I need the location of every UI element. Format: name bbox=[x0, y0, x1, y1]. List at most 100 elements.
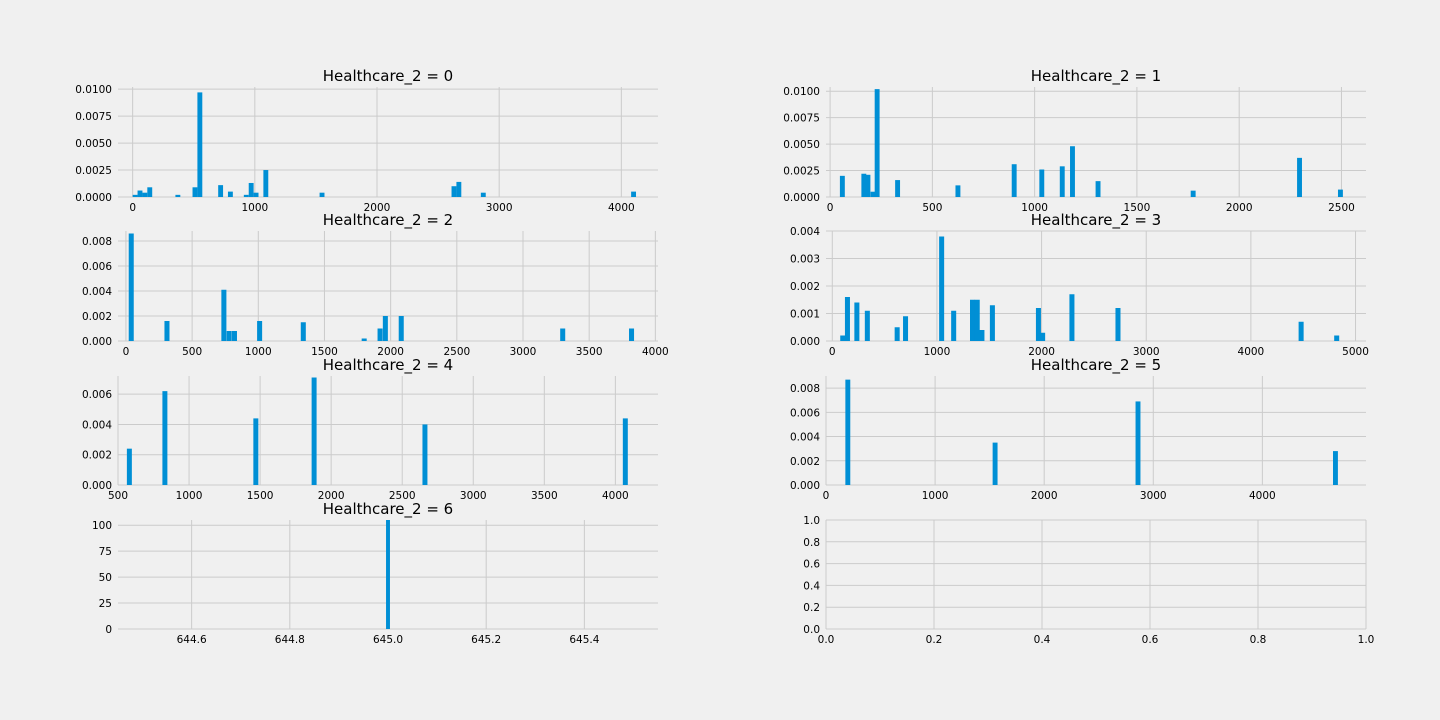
x-tick-label: 0.4 bbox=[1034, 634, 1051, 646]
histogram-bar bbox=[422, 424, 428, 485]
histogram-bar bbox=[243, 194, 249, 197]
x-tick-label: 0 bbox=[129, 202, 136, 214]
histogram-bar bbox=[227, 191, 233, 197]
x-tick-label: 2500 bbox=[389, 490, 416, 502]
y-tick-label: 0.0 bbox=[803, 624, 820, 636]
histogram-bar bbox=[221, 289, 227, 341]
x-tick-label: 0 bbox=[829, 346, 836, 358]
histogram-panel-6: 644.6 644.8 645.0 645.2 645.4 0 25 50 75 100 Healt… bbox=[92, 500, 658, 646]
histogram-bar bbox=[1040, 332, 1046, 341]
histogram-bar bbox=[631, 191, 637, 197]
histogram-panel-7: 0.0 0.2 0.4 0.6 0.8 1.0 0.0 0.2 0.4 0.6 0.8 1.0 bbox=[803, 515, 1374, 646]
histogram-panel-0: 0 1000 2000 3000 4000 0.0000 0.0025 0.0050 0.007… bbox=[75, 67, 658, 214]
histogram-bar bbox=[175, 194, 181, 197]
y-tick-label: 0.0000 bbox=[75, 192, 112, 204]
y-tick-label: 25 bbox=[99, 598, 112, 610]
y-tick-label: 0.0025 bbox=[75, 165, 112, 177]
x-tick-label: 644.6 bbox=[177, 634, 207, 646]
histogram-bar bbox=[361, 338, 367, 341]
x-tick-label: 4000 bbox=[642, 346, 669, 358]
x-tick-label: 3500 bbox=[531, 490, 558, 502]
histogram-bar bbox=[894, 327, 900, 341]
histogram-bar bbox=[1059, 166, 1065, 197]
x-tick-label: 4000 bbox=[1249, 490, 1276, 502]
x-tick-label: 1000 bbox=[245, 346, 272, 358]
histogram-bar bbox=[263, 170, 269, 197]
histogram-bar bbox=[951, 310, 957, 341]
y-tick-label: 100 bbox=[92, 520, 112, 532]
x-tick-label: 2000 bbox=[318, 490, 345, 502]
histogram-bar bbox=[319, 192, 325, 197]
histogram-bar bbox=[840, 335, 846, 341]
histogram-bar bbox=[1333, 451, 1338, 485]
histogram-bar bbox=[386, 520, 390, 629]
x-tick-label: 1000 bbox=[241, 202, 268, 214]
histogram-bar bbox=[970, 299, 976, 341]
histogram-bar bbox=[137, 190, 143, 197]
x-tick-label: 5000 bbox=[1342, 346, 1369, 358]
y-tick-label: 0.004 bbox=[82, 419, 112, 431]
x-tick-label: 645.0 bbox=[373, 634, 403, 646]
y-tick-label: 0.4 bbox=[803, 580, 820, 592]
x-tick-label: 2000 bbox=[1226, 202, 1253, 214]
histogram-bar bbox=[162, 391, 168, 485]
y-tick-label: 0.004 bbox=[82, 286, 112, 298]
histogram-bar bbox=[854, 302, 860, 341]
y-tick-label: 0.004 bbox=[790, 226, 820, 238]
histogram-bar bbox=[253, 192, 259, 197]
y-tick-label: 0.0100 bbox=[75, 84, 112, 96]
x-tick-label: 2500 bbox=[443, 346, 470, 358]
histogram-bar bbox=[974, 299, 980, 341]
histogram-panel-3: 0 1000 2000 3000 4000 5000 0.000 0.001 0.002 0.00… bbox=[790, 211, 1369, 358]
panel-title: Healthcare_2 = 6 bbox=[323, 500, 453, 519]
x-tick-label: 3000 bbox=[510, 346, 537, 358]
x-tick-label: 2000 bbox=[377, 346, 404, 358]
histogram-bar bbox=[1334, 335, 1340, 341]
histogram-bar bbox=[1011, 164, 1017, 197]
y-tick-label: 50 bbox=[99, 572, 112, 584]
histogram-bar bbox=[147, 187, 153, 197]
histogram-bar bbox=[1069, 294, 1075, 341]
histogram-bar bbox=[197, 92, 203, 197]
histogram-bar bbox=[451, 186, 457, 197]
x-tick-label: 0 bbox=[827, 202, 834, 214]
histogram-bar bbox=[1190, 190, 1196, 197]
histogram-bar bbox=[992, 442, 998, 485]
histogram-panel-5: 0 1000 2000 3000 4000 0.000 0.002 0.004 0.006 0.0… bbox=[790, 356, 1366, 502]
x-tick-label: 2000 bbox=[1031, 490, 1058, 502]
x-tick-label: 1000 bbox=[924, 346, 951, 358]
x-tick-label: 0.2 bbox=[926, 634, 943, 646]
x-tick-label: 2000 bbox=[1028, 346, 1055, 358]
histogram-bar bbox=[1095, 181, 1101, 197]
y-tick-label: 0.006 bbox=[82, 389, 112, 401]
histogram-bar bbox=[248, 182, 254, 197]
histogram-bar bbox=[1115, 308, 1121, 341]
x-tick-label: 1500 bbox=[311, 346, 338, 358]
x-tick-label: 1500 bbox=[247, 490, 274, 502]
y-tick-label: 0.000 bbox=[82, 480, 112, 492]
y-tick-label: 0.001 bbox=[790, 309, 820, 321]
histogram-bar bbox=[955, 185, 961, 197]
y-tick-label: 0.002 bbox=[82, 450, 112, 462]
y-tick-label: 0.0075 bbox=[75, 111, 112, 123]
x-tick-label: 1000 bbox=[922, 490, 949, 502]
histogram-bar bbox=[895, 180, 901, 197]
y-tick-label: 0.008 bbox=[790, 383, 820, 395]
histogram-bar bbox=[629, 328, 635, 341]
x-tick-label: 645.2 bbox=[471, 634, 501, 646]
panel-title: Healthcare_2 = 2 bbox=[323, 211, 453, 230]
histogram-panel-4: 500 1000 1500 2000 2500 3000 3500 4000 0.000 0.00… bbox=[82, 356, 658, 502]
histogram-bar bbox=[1337, 189, 1343, 197]
y-tick-label: 0.006 bbox=[790, 407, 820, 419]
y-tick-label: 0.004 bbox=[790, 432, 820, 444]
x-tick-label: 1000 bbox=[176, 490, 203, 502]
x-tick-label: 0 bbox=[123, 346, 130, 358]
histogram-bar bbox=[128, 233, 134, 341]
x-tick-label: 0.0 bbox=[818, 634, 835, 646]
panel-title: Healthcare_2 = 1 bbox=[1031, 67, 1161, 86]
x-tick-label: 3500 bbox=[576, 346, 603, 358]
histogram-bar bbox=[253, 418, 259, 485]
histogram-bar bbox=[456, 181, 462, 197]
panel-title: Healthcare_2 = 5 bbox=[1031, 356, 1161, 375]
y-tick-label: 0.0050 bbox=[75, 138, 112, 150]
